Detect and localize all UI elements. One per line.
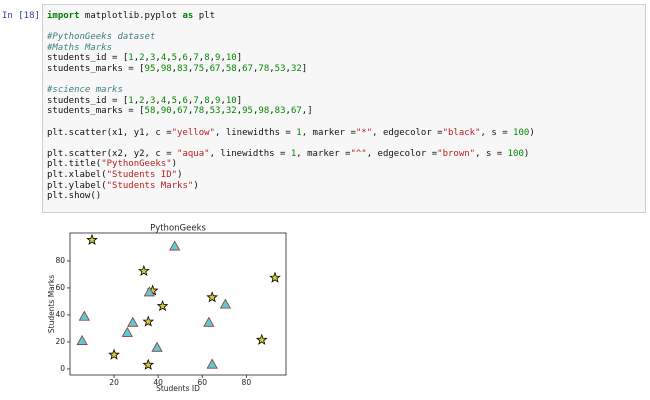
scatter-point xyxy=(78,310,90,321)
code-line: plt.scatter(x2, y2, c = "aqua", linewidt… xyxy=(47,148,530,159)
code-line: plt.xlabel("Students ID") xyxy=(47,169,183,180)
scatter-point xyxy=(142,315,155,327)
x-tick-label: 60 xyxy=(197,378,207,387)
code-block: plt.scatter(x2, y2, c = "aqua", linewidt… xyxy=(47,149,641,202)
scatter-point xyxy=(255,333,268,345)
code-line: plt.ylabel("Students Marks") xyxy=(47,180,199,191)
code-line: students_id = [1,2,3,4,5,6,7,8,9,10] xyxy=(47,53,243,64)
cell-prompt: In [18]: xyxy=(2,11,46,21)
y-tick-label: 80 xyxy=(55,256,65,265)
code-line: import matplotlib.pyplot as plt xyxy=(47,11,215,21)
scatter-point xyxy=(86,233,98,245)
y-tick-label: 20 xyxy=(55,337,65,346)
scatter-point xyxy=(127,316,139,327)
plot-area xyxy=(69,232,287,376)
scatter-point xyxy=(206,291,219,303)
scatter-point xyxy=(169,240,181,251)
scatter-point xyxy=(219,298,232,309)
x-axis-label: Students ID xyxy=(156,384,200,393)
scatter-point xyxy=(203,316,215,327)
code-line: students_marks = [58,90,67,78,53,32,95,9… xyxy=(47,106,313,117)
code-line: students_id = [1,2,3,4,5,6,7,8,9,10] xyxy=(47,95,243,106)
scatter-point xyxy=(156,300,169,312)
code-line: #PythonGeeks dataset xyxy=(47,32,156,43)
x-tick-label: 80 xyxy=(242,378,252,387)
scatter-point xyxy=(108,348,120,360)
scatter-point xyxy=(151,341,163,352)
code-block: #PythonGeeks dataset #Maths Marks students… xyxy=(47,32,641,74)
code-line: students_marks = [95,98,83,75,67,58,67,7… xyxy=(47,63,308,74)
code-block: import matplotlib.pyplot as plt xyxy=(47,11,641,22)
code-line: #Maths Marks xyxy=(47,42,113,53)
y-tick-label: 60 xyxy=(55,283,65,292)
code-line: plt.scatter(x1, y1, c ="yellow", linewid… xyxy=(47,127,535,138)
y-tick-label: 40 xyxy=(55,310,65,319)
code-cell[interactable]: import matplotlib.pyplot as plt #PythonGe… xyxy=(42,4,646,213)
scatter-point xyxy=(142,358,155,370)
scatter-point xyxy=(206,358,218,369)
code-line: #science marks xyxy=(47,85,123,96)
x-tick-label: 40 xyxy=(153,378,163,387)
scatter-point xyxy=(269,271,281,283)
y-tick-label: 0 xyxy=(60,364,65,373)
x-tick-label: 20 xyxy=(109,378,119,387)
y-axis-label: Students Marks xyxy=(47,275,56,333)
scatter-point xyxy=(143,286,155,297)
scatter-point xyxy=(121,326,133,337)
chart-title: PythonGeeks xyxy=(150,224,206,234)
code-line: plt.title("PythonGeeks") xyxy=(47,159,178,170)
code-block: plt.scatter(x1, y1, c ="yellow", linewid… xyxy=(47,128,641,139)
scatter-point xyxy=(137,264,150,277)
code-line: plt.show() xyxy=(47,191,102,202)
code-block: #science marks students_id = [1,2,3,4,5,6… xyxy=(47,85,641,117)
scatter-point xyxy=(76,334,88,345)
